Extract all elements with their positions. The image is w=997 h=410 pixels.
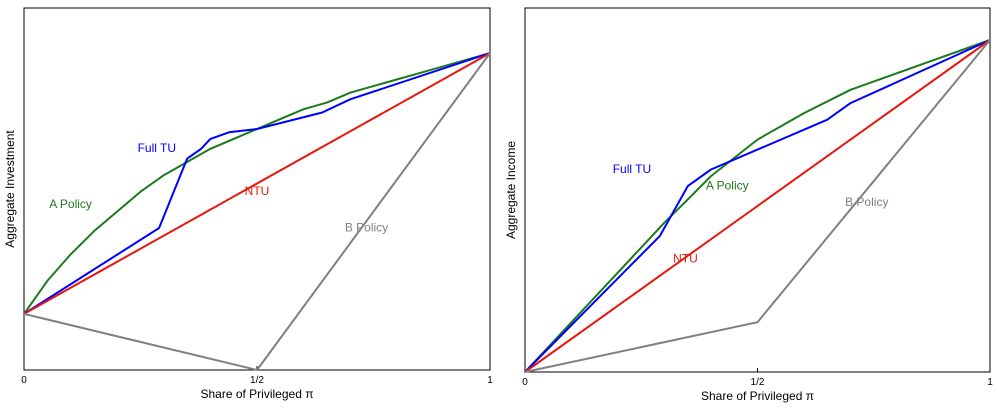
- series-label-b-policy: B Policy: [845, 195, 888, 209]
- x-tick-label: 1: [987, 377, 993, 388]
- series-label-ntu: NTU: [245, 184, 270, 198]
- series-line-b-policy: [524, 39, 991, 373]
- x-tick-label: 1: [487, 375, 493, 386]
- series-line-full-tu: [23, 52, 491, 315]
- chart-aggregate-investment: 0 1/2 1 Share of Privileged π Aggregate Inve…: [3, 7, 493, 401]
- series-label-a-policy: A Policy: [706, 178, 749, 192]
- chart-aggregate-income: 0 1/2 1 Share of Privileged π Aggregate Inco…: [504, 7, 993, 403]
- x-axis-label: Share of Privileged π: [701, 389, 814, 403]
- series-label-ntu: NTU: [673, 251, 698, 265]
- series-label-full-tu: Full TU: [613, 162, 651, 176]
- series-line-ntu: [23, 52, 491, 315]
- series-line-ntu: [524, 39, 991, 373]
- series-label-b-policy: B Policy: [345, 220, 388, 234]
- series-line-full-tu: [524, 39, 991, 373]
- series-line-a-policy: [524, 39, 991, 373]
- x-tick-label: 1/2: [751, 377, 765, 388]
- y-axis-label: Aggregate Investment: [3, 130, 17, 248]
- y-axis-label: Aggregate Income: [504, 141, 518, 239]
- axes-frame: [524, 7, 991, 373]
- x-axis-label: Share of Privileged π: [200, 387, 313, 401]
- series-line-b-policy: [23, 52, 491, 371]
- x-tick-label: 0: [522, 377, 528, 388]
- series-label-full-tu: Full TU: [138, 141, 176, 155]
- x-tick-label: 1/2: [250, 375, 264, 386]
- x-tick-label: 0: [21, 375, 27, 386]
- series-label-a-policy: A Policy: [49, 197, 92, 211]
